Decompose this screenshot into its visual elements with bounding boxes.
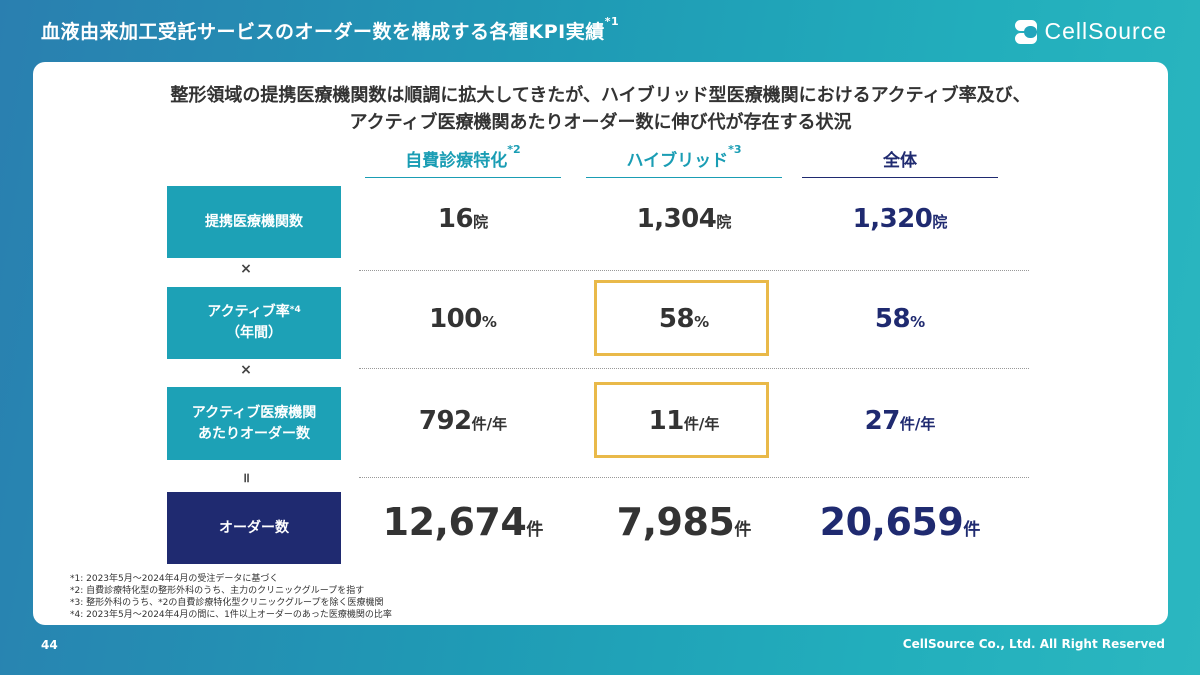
cell-active-rate-total: 58% [802, 304, 998, 334]
column-header-note: *3 [728, 143, 742, 156]
column-header-total: 全体 [802, 146, 998, 178]
value: 7,985 [616, 500, 735, 544]
cell-orders-self-pay: 12,674件 [365, 500, 561, 544]
row-label-line-2: あたりオーダー数 [198, 425, 310, 442]
footnote: *4: 2023年5月～2024年4月の間に、1件以上オーダーのあった医療機関の… [70, 610, 392, 620]
unit: 件 [963, 520, 981, 540]
row-label-line-2: （年間） [226, 325, 282, 341]
logo-text: CellSource [1044, 18, 1167, 44]
value: 20,659 [819, 500, 964, 544]
footnote: *3: 整形外科のうち、*2の自費診療特化型クリニックグループを除く医療機関 [70, 598, 384, 608]
row-label-active-rate: アクティブ率*4 （年間） [167, 287, 341, 359]
unit: 件/年 [683, 415, 720, 433]
row-label-text: 提携医療機関数 [205, 213, 303, 230]
value: 100 [429, 304, 482, 334]
footnotes: *1: 2023年5月～2024年4月の受注データに基づく *2: 自費診療特化… [70, 573, 392, 621]
row-label-note: *4 [289, 305, 301, 315]
column-header-label: 自費診療特化 [405, 151, 508, 171]
value: 16 [437, 204, 474, 234]
cell-orders-hybrid: 7,985件 [586, 500, 782, 544]
row-label-partners: 提携医療機関数 [167, 186, 341, 258]
headline-line-1: 整形領域の提携医療機関数は順調に拡大してきたが、ハイブリッド型医療機関におけるア… [170, 85, 1031, 106]
value: 12,674 [382, 500, 527, 544]
slide-title: 血液由来加工受託サービスのオーダー数を構成する各種KPI実績*1 [41, 15, 620, 44]
value: 11 [648, 406, 685, 436]
content-panel: 整形領域の提携医療機関数は順調に拡大してきたが、ハイブリッド型医療機関におけるア… [33, 62, 1168, 625]
page-number: 44 [41, 638, 58, 652]
value: 27 [864, 406, 901, 436]
slide-title-note: *1 [604, 15, 620, 28]
copyright: CellSource Co., Ltd. All Right Reserved [902, 637, 1165, 651]
unit: % [481, 313, 497, 331]
unit: % [910, 313, 926, 331]
unit: 院 [716, 213, 732, 231]
cell-orders-per-hybrid: 11件/年 [586, 406, 782, 436]
cell-orders-total: 20,659件 [802, 500, 998, 544]
row-label-text: アクティブ率 [207, 304, 290, 320]
unit: 件/年 [471, 415, 508, 433]
column-header-hybrid: ハイブリッド*3 [586, 143, 782, 178]
multiply-operator: × [240, 261, 252, 277]
headline: 整形領域の提携医療機関数は順調に拡大してきたが、ハイブリッド型医療機関におけるア… [33, 82, 1168, 136]
row-label-line-1: アクティブ医療機関 [191, 404, 317, 421]
unit: 院 [473, 213, 489, 231]
unit: 院 [932, 213, 948, 231]
footnote: *1: 2023年5月～2024年4月の受注データに基づく [70, 574, 279, 584]
cell-active-rate-hybrid: 58% [586, 304, 782, 334]
row-divider [359, 270, 1029, 271]
footnote: *2: 自費診療特化型の整形外科のうち、主力のクリニックグループを指す [70, 586, 365, 596]
slide-title-text: 血液由来加工受託サービスのオーダー数を構成する各種KPI実績 [41, 21, 605, 43]
column-header-label: ハイブリッド [626, 151, 729, 171]
row-label-orders: オーダー数 [167, 492, 341, 564]
multiply-operator: × [240, 362, 252, 378]
cell-partners-hybrid: 1,304院 [586, 204, 782, 234]
headline-line-2: アクティブ医療機関あたりオーダー数に伸び代が存在する状況 [349, 112, 852, 133]
row-label-orders-per-institution: アクティブ医療機関 あたりオーダー数 [167, 387, 341, 460]
cell-active-rate-self-pay: 100% [365, 304, 561, 334]
value: 1,320 [852, 204, 933, 234]
cellsource-logo: CellSource [1014, 18, 1168, 45]
value: 1,304 [636, 204, 717, 234]
value: 58 [874, 304, 911, 334]
unit: 件 [526, 520, 544, 540]
cellsource-logo-icon [1014, 19, 1037, 44]
unit: % [694, 313, 710, 331]
cell-partners-total: 1,320院 [802, 204, 998, 234]
row-divider [359, 368, 1029, 369]
row-label-line-1: アクティブ率*4 [207, 302, 300, 323]
unit: 件/年 [899, 415, 936, 433]
column-header-note: *2 [507, 143, 521, 156]
cell-orders-per-total: 27件/年 [802, 406, 998, 436]
value: 792 [418, 406, 472, 436]
cell-orders-per-self-pay: 792件/年 [365, 406, 561, 436]
column-header-label: 全体 [883, 151, 917, 171]
highlight-box-orders-per [594, 382, 769, 458]
equals-operator: ॥ [242, 471, 250, 486]
value: 58 [658, 304, 695, 334]
cell-partners-self-pay: 16院 [365, 204, 561, 234]
row-divider [359, 477, 1029, 478]
highlight-box-active-rate [594, 280, 769, 356]
column-header-self-pay: 自費診療特化*2 [365, 143, 561, 178]
unit: 件 [734, 520, 752, 540]
row-label-text: オーダー数 [219, 519, 289, 536]
